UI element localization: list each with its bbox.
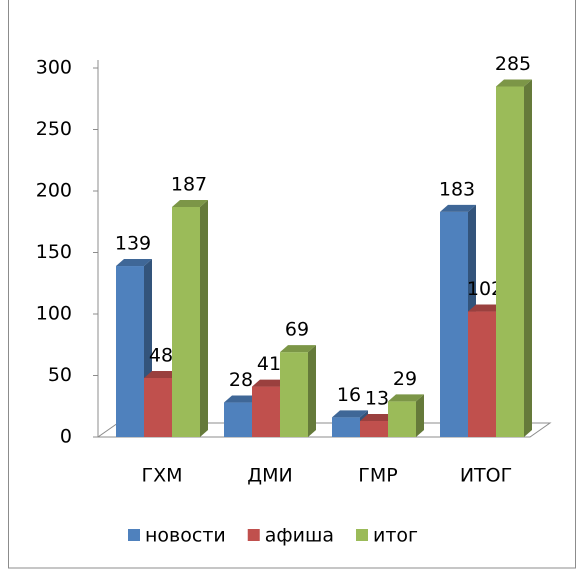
legend-swatch [247, 529, 260, 541]
data-label: 183 [439, 178, 475, 200]
y-tick-label: 250 [36, 118, 72, 140]
bar-top [116, 259, 152, 267]
data-label: 48 [149, 344, 173, 366]
data-label: 16 [337, 384, 361, 406]
legend-swatch [128, 529, 140, 541]
y-tick-label: 100 [36, 303, 72, 325]
bar [388, 394, 424, 437]
bar-top [224, 395, 260, 403]
data-label: 187 [171, 173, 207, 195]
bar-front [332, 417, 360, 437]
bar-top [440, 204, 476, 212]
bar-top [252, 379, 288, 387]
bar-front [440, 211, 468, 437]
bar-top [360, 414, 396, 422]
data-label: 28 [229, 369, 253, 391]
bar-front [280, 352, 308, 437]
bar-side [200, 199, 208, 437]
bar-front [496, 86, 524, 437]
data-label: 69 [285, 319, 309, 341]
bar [280, 345, 316, 437]
bar-top [388, 394, 424, 402]
legend-swatch [356, 529, 368, 541]
bar-front [116, 266, 144, 437]
x-tick-label: ИТОГ [460, 465, 512, 487]
x-tick-label: ГХМ [142, 465, 183, 487]
bar-top [332, 410, 368, 418]
x-tick-label: ГМР [358, 465, 397, 487]
bar-top [280, 345, 316, 353]
data-label: 139 [115, 233, 151, 255]
y-tick-label: 0 [60, 426, 72, 448]
data-label: 285 [495, 53, 531, 75]
data-label: 13 [365, 388, 389, 410]
bar-front [252, 386, 280, 437]
y-tick-label: 200 [36, 180, 72, 202]
bar-front [172, 206, 200, 437]
bar-side [524, 79, 532, 437]
legend-label: новости [145, 525, 226, 547]
bar-side [416, 394, 424, 437]
chart-frame [8, 0, 576, 569]
data-label: 41 [257, 353, 281, 375]
bar-top [496, 79, 532, 87]
legend-label: афиша [265, 525, 334, 547]
y-tick-label: 300 [36, 57, 72, 79]
y-tick-label: 50 [48, 364, 72, 386]
y-tick-label: 150 [36, 241, 72, 263]
bar-front [388, 401, 416, 437]
bar-side [308, 345, 316, 437]
bar-front [468, 311, 496, 437]
bar-front [224, 402, 252, 437]
bar [172, 199, 208, 437]
bar-top [172, 199, 208, 207]
bar-front [144, 377, 172, 437]
bar-top [144, 370, 180, 378]
data-label: 102 [467, 278, 503, 300]
x-tick-label: ДМИ [247, 465, 292, 487]
bar [496, 79, 532, 437]
bar-top [468, 304, 504, 312]
legend-label: итог [373, 525, 418, 547]
data-label: 29 [393, 368, 417, 390]
bar-front [360, 421, 388, 437]
